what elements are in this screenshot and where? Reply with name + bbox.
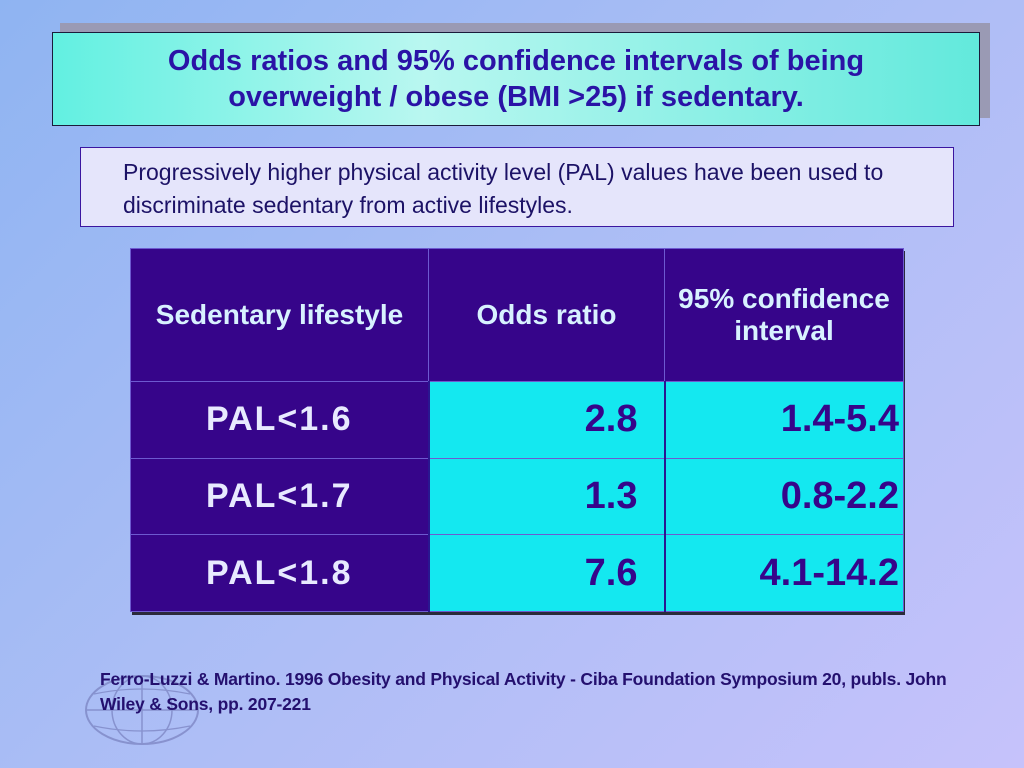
row-label: PAL<1.6 xyxy=(130,381,429,459)
title-box: Odds ratios and 95% confidence intervals… xyxy=(52,32,980,126)
table-row: PAL<1.7 1.3 0.8-2.2 xyxy=(130,457,904,536)
row-label: PAL<1.8 xyxy=(130,534,429,612)
odds-ratio-value: 1.3 xyxy=(427,457,665,536)
odds-ratio-value: 7.6 xyxy=(427,534,665,612)
odds-ratio-table: Sedentary lifestyle Odds ratio 95% confi… xyxy=(130,248,904,612)
header-lifestyle: Sedentary lifestyle xyxy=(130,248,429,382)
reference-citation: Ferro-Luzzi & Martino. 1996 Obesity and … xyxy=(100,669,947,714)
globe-logo-icon xyxy=(85,675,199,745)
row-label: PAL<1.7 xyxy=(130,457,429,536)
data-table: Sedentary lifestyle Odds ratio 95% confi… xyxy=(130,248,904,612)
table-row: PAL<1.8 7.6 4.1-14.2 xyxy=(130,534,904,612)
table-header-row: Sedentary lifestyle Odds ratio 95% confi… xyxy=(130,248,904,382)
confidence-interval-value: 0.8-2.2 xyxy=(663,457,904,536)
header-confidence-interval: 95% confidence interval xyxy=(664,248,904,382)
confidence-interval-value: 4.1-14.2 xyxy=(663,534,904,612)
table-row: PAL<1.6 2.8 1.4-5.4 xyxy=(130,381,904,459)
header-odds-ratio: Odds ratio xyxy=(428,248,665,382)
description-box: Progressively higher physical activity l… xyxy=(80,147,954,227)
slide-title: Odds ratios and 95% confidence intervals… xyxy=(167,45,865,113)
description-text: Progressively higher physical activity l… xyxy=(123,159,884,218)
confidence-interval-value: 1.4-5.4 xyxy=(663,381,904,459)
odds-ratio-value: 2.8 xyxy=(427,381,665,459)
